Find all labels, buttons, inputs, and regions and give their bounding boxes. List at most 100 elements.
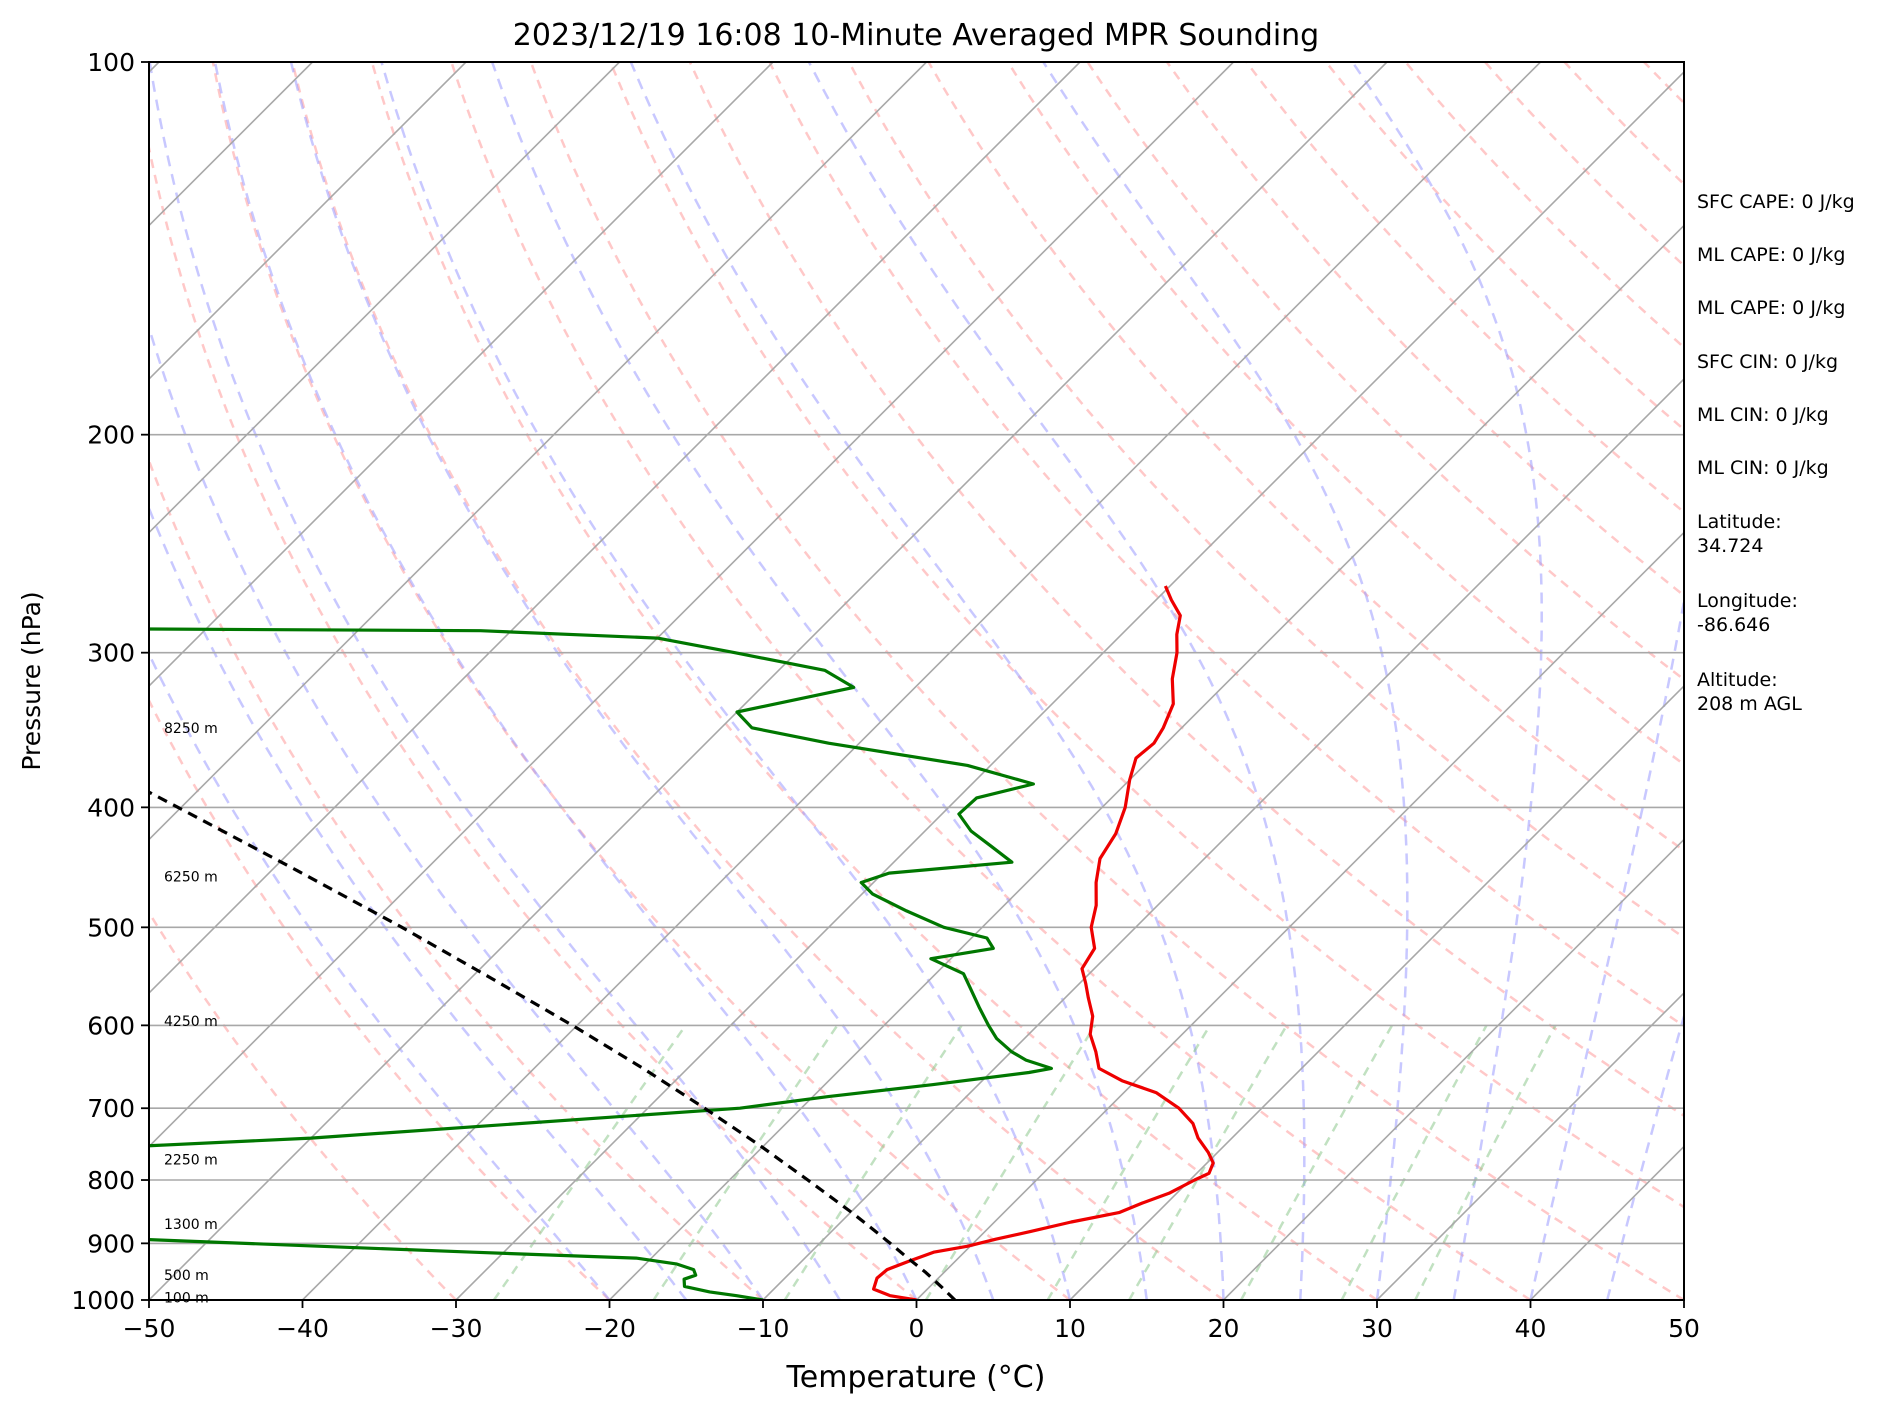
latitude-text: Latitude: 34.724 [1697,511,1782,557]
x-axis-label: Temperature (°C) [786,1360,1046,1395]
dry-adiabat-line [529,62,1684,1300]
altitude-text: Altitude: 208 m AGL [1697,669,1802,715]
dry-adiabat-line [211,62,1071,1300]
mixing-ratio-line [1046,1024,1212,1300]
mixing-ratio-line [492,1024,687,1300]
y-tick-label: 300 [87,639,135,668]
plot-frame [148,61,1685,1301]
isotherm-line [149,62,467,381]
dry-adiabat-line [1245,62,1684,514]
height-label: 500 m [164,1268,209,1284]
moist-adiabat-line [289,62,995,1300]
dry-adiabat-line [688,62,1684,1118]
isotherm-line [301,62,1542,1300]
moist-adiabat-line [380,62,1072,1300]
moist-adiabat-line [490,62,1149,1300]
background-lines [0,62,1893,1300]
mixing-ratio-line [924,1024,1097,1300]
y-tick-label: 400 [87,793,135,822]
moist-adiabat-line [149,651,611,1300]
x-tick-label: −20 [583,1314,636,1343]
x-tick-label: −40 [276,1314,329,1343]
dry-adiabat-line [149,910,457,1300]
isotherm-line [0,62,6,1300]
height-labels: 8250 m 6250 m 4250 m 2250 m 1300 m 500 m 100 m [164,721,218,1306]
moist-adiabat-line [149,62,841,1300]
y-tick-label: 700 [87,1094,135,1123]
ml-cape-text-2: ML CAPE: 0 J/kg [1697,297,1846,319]
y-tick-label: 500 [87,913,135,942]
moist-adiabat-line [213,62,918,1300]
moist-adiabat-line [149,504,688,1300]
height-label: 100 m [164,1290,209,1306]
dewpoint-profile-line [149,627,1053,1300]
y-tick-label: 200 [87,421,135,450]
isotherm-line [1069,684,1684,1300]
isotherm-line [149,62,928,841]
dry-adiabat-line [370,62,1378,1300]
isotherm-line [455,70,1684,1300]
dry-adiabat-line [768,62,1684,1028]
dry-adiabat-line [609,62,1684,1209]
temperature-profile-line [872,585,1215,1300]
sfc-cin-text: SFC CIN: 0 J/kg [1697,351,1839,373]
sfc-cape-text: SFC CAPE: 0 J/kg [1697,191,1855,213]
dry-adiabat-line [450,62,1532,1300]
x-tick-label: −50 [123,1314,176,1343]
dry-adiabat-line [291,62,1225,1300]
isotherm-line [149,62,621,534]
x-tick-label: 0 [909,1314,925,1343]
ml-cin-text-2: ML CIN: 0 J/kg [1697,457,1829,479]
moist-adiabat-line [149,323,765,1300]
moist-adiabat-line [807,62,1306,1300]
isotherm-line [762,377,1684,1300]
height-label: 8250 m [164,721,218,737]
isotherm-line [149,62,1081,995]
x-tick-label: 50 [1668,1314,1700,1343]
isotherm-line [915,531,1684,1300]
x-tick-label: −10 [737,1314,790,1343]
y-tick-label: 800 [87,1166,135,1195]
isotherm-line [149,62,1235,1148]
y-tick-label: 600 [87,1011,135,1040]
isotherm-line [608,224,1684,1300]
moist-adiabat-line [629,62,1225,1300]
isotherm-line [149,62,774,688]
dry-adiabat-line [149,142,918,1300]
height-label: 1300 m [164,1217,218,1233]
y-tick-label: 1000 [71,1286,135,1315]
dry-adiabat-line [1006,62,1684,767]
height-label: 4250 m [164,1014,218,1030]
mixing-ratio-line [783,1024,963,1300]
mixing-ratio-line [1414,1024,1557,1300]
x-tick-label: −30 [430,1314,483,1343]
x-tick-label: 10 [1054,1314,1086,1343]
chart-title: 2023/12/19 16:08 10-Minute Averaged MPR … [513,18,1319,53]
isotherm-line [1376,991,1684,1300]
ml-cape-text: ML CAPE: 0 J/kg [1697,244,1846,266]
axes: −50 −40 −30 −20 −10 0 10 20 30 40 50 100 200 300 400 50… [71,48,1700,1343]
moist-adiabat-line [1529,593,1684,1300]
dry-adiabat-line [149,457,764,1300]
x-tick-label: 30 [1361,1314,1393,1343]
isotherm-line [1222,838,1684,1300]
dry-adiabat-line [1404,62,1684,350]
isotherm-line [149,62,1388,1300]
sounding-profiles [149,585,1215,1300]
y-tick-label: 900 [87,1229,135,1258]
moist-adiabat-line [1351,62,1543,1300]
parcel-path-line [149,790,957,1300]
height-label: 2250 m [164,1152,218,1168]
mixing-ratio-line [1340,1024,1488,1300]
y-axis-label: Pressure (hPa) [17,591,46,770]
isotherm-line [149,62,314,227]
longitude-text: Longitude: -86.646 [1697,590,1798,636]
y-tick-label: 100 [87,48,135,77]
dry-adiabat-line [1086,62,1684,682]
x-tick-label: 40 [1515,1314,1547,1343]
height-label: 6250 m [164,870,218,886]
dry-adiabat-line [1883,62,1893,1300]
ml-cin-text: ML CIN: 0 J/kg [1697,404,1829,426]
x-tick-label: 20 [1208,1314,1240,1343]
